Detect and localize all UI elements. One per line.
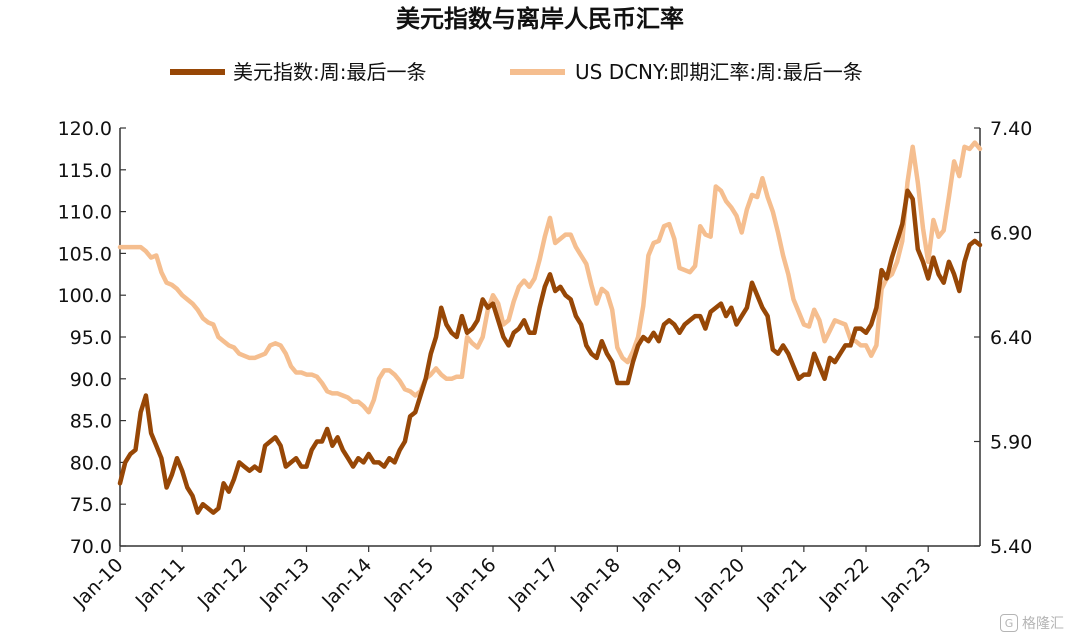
x-tick-label: Jan-18: [566, 554, 625, 613]
y-right-tick-label: 6.90: [990, 223, 1032, 245]
y-left-tick-label: 105.0: [58, 243, 112, 265]
legend-label-usd-index: 美元指数:周:最后一条: [233, 60, 426, 84]
y-left-tick-label: 80.0: [70, 452, 112, 474]
chart-title: 美元指数与离岸人民币汇率: [396, 5, 684, 33]
x-tick-label: Jan-23: [877, 554, 936, 613]
x-tick-label: Jan-15: [379, 554, 438, 613]
watermark-logo-icon: G: [1000, 614, 1018, 632]
x-tick-label: Jan-13: [255, 554, 314, 613]
y-left-tick-label: 100.0: [58, 285, 112, 307]
y-left-tick-label: 110.0: [58, 202, 112, 224]
y-left-tick-label: 85.0: [70, 411, 112, 433]
x-tick-label: Jan-10: [69, 554, 128, 613]
x-tick-label: Jan-19: [628, 554, 687, 613]
y-left-tick-label: 115.0: [58, 160, 112, 182]
y-left-tick-label: 95.0: [70, 327, 112, 349]
y-right-tick-label: 6.40: [990, 327, 1032, 349]
x-tick-label: Jan-11: [131, 554, 190, 613]
y-left-tick-label: 70.0: [70, 536, 112, 558]
y-right-tick-label: 7.40: [990, 118, 1032, 140]
watermark: G 格隆汇: [1000, 613, 1064, 633]
y-right-tick-label: 5.90: [990, 432, 1032, 454]
x-tick-label: Jan-14: [317, 554, 376, 613]
series-layer: [117, 140, 983, 515]
x-tick-label: Jan-16: [442, 554, 501, 613]
x-tick-label: Jan-21: [752, 554, 811, 613]
y-right-tick-label: 5.40: [990, 536, 1032, 558]
series-line-usd-index: [117, 188, 983, 515]
x-tick-label: Jan-22: [815, 554, 874, 613]
x-tick-label: Jan-12: [193, 554, 252, 613]
legend-label-usdcny: US DCNY:即期汇率:周:最后一条: [575, 60, 863, 84]
y-left-tick-label: 90.0: [70, 369, 112, 391]
x-tick-label: Jan-17: [504, 554, 563, 613]
y-left-tick-label: 120.0: [58, 118, 112, 140]
axes: 70.0 75.0 80.0 85.0 90.0 95.0 100.0 105.0 110.0 1…: [58, 118, 1033, 613]
x-tick-label: Jan-20: [690, 554, 749, 613]
series-line-usdcny: [117, 140, 983, 415]
y-left-tick-label: 75.0: [70, 494, 112, 516]
legend: 美元指数:周:最后一条 US DCNY:即期汇率:周:最后一条: [170, 60, 863, 84]
watermark-text: 格隆汇: [1022, 616, 1064, 632]
